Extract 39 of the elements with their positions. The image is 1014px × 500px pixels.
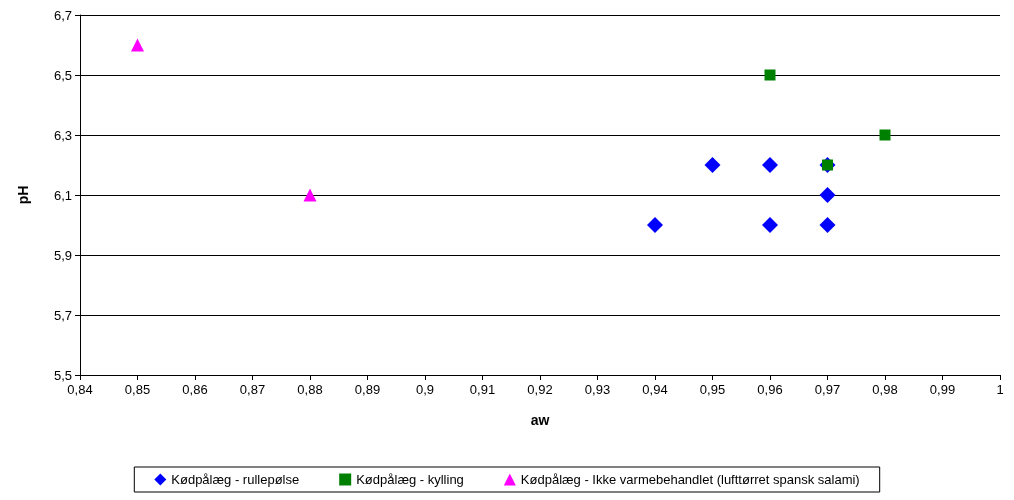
point xyxy=(704,157,721,173)
x-tick-label: 0,92 xyxy=(527,382,553,397)
x-tick-label: 0,85 xyxy=(124,382,151,397)
x-tick-label: 0,84 xyxy=(67,382,93,397)
x-tick-label: 0,98 xyxy=(872,382,898,397)
point xyxy=(819,217,836,233)
point xyxy=(879,129,891,141)
y-tick-label: 6,1 xyxy=(53,187,72,203)
point xyxy=(819,187,836,203)
x-tick-label: 0,94 xyxy=(642,382,668,397)
x-tick-label: 0,86 xyxy=(182,382,208,397)
x-tick-label: 0,9 xyxy=(415,382,435,397)
point xyxy=(303,188,317,202)
y-tick-label: 6,3 xyxy=(53,127,72,143)
point xyxy=(647,217,663,233)
x-tick-label: 0,95 xyxy=(699,382,726,397)
point xyxy=(131,38,144,52)
x-tick-label: 0,93 xyxy=(584,382,611,397)
x-tick-label: 0,96 xyxy=(757,382,783,397)
y-tick-label: 5,7 xyxy=(53,307,72,323)
point xyxy=(762,217,778,233)
legend-label: Kødpålæg - Ikke varmebehandlet (lufttørret spansk salami) xyxy=(520,472,860,487)
legend-label: Kødpålæg - kylling xyxy=(356,472,464,487)
x-tick-label: 0,88 xyxy=(297,382,323,397)
x-tick-label: 0,97 xyxy=(814,382,841,397)
point xyxy=(762,157,778,173)
point xyxy=(764,69,776,81)
x-tick-label: 0,87 xyxy=(239,382,266,397)
x-tick-label: 0,89 xyxy=(354,382,381,397)
x-axis-title: aw xyxy=(530,412,550,428)
y-axis-title: pH xyxy=(15,185,31,205)
y-tick-label: 6,5 xyxy=(53,67,72,83)
x-tick-label: 1 xyxy=(996,382,1004,397)
y-tick-label: 5,5 xyxy=(53,367,72,383)
x-tick-label: 0,99 xyxy=(929,382,956,397)
y-tick-label: 6,7 xyxy=(53,7,72,23)
y-tick-label: 5,9 xyxy=(53,247,72,263)
legend-label: Kødpålæg - rullepølse xyxy=(171,472,300,487)
x-tick-label: 0,91 xyxy=(469,382,496,397)
